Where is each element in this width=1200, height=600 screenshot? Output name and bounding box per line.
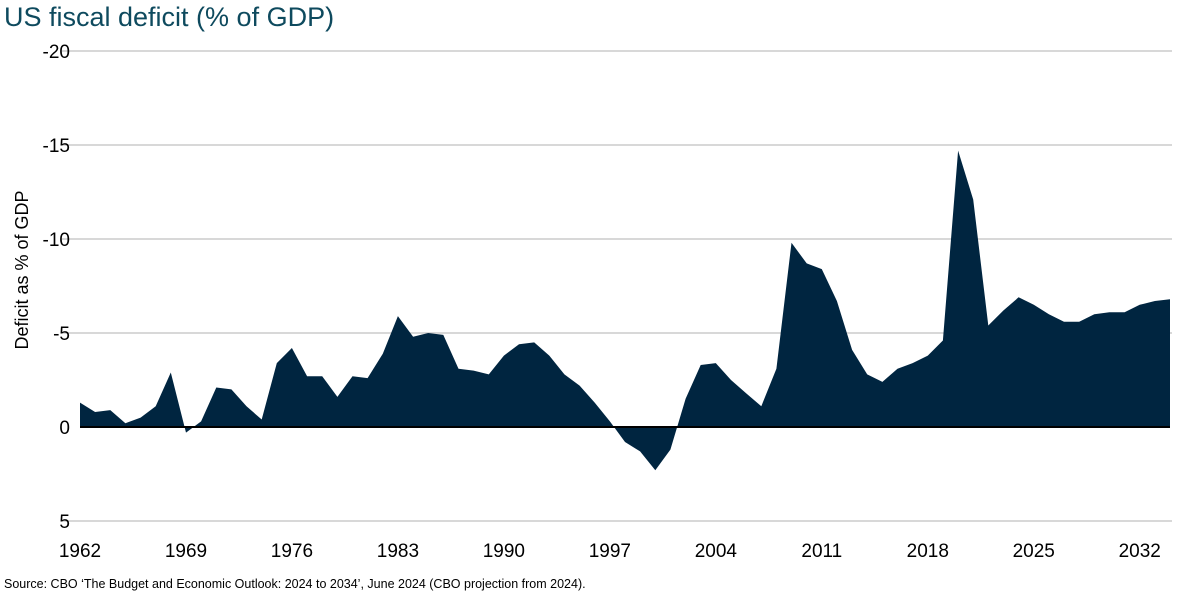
- x-tick-label: 2004: [695, 541, 738, 562]
- x-tick-label: 1990: [483, 541, 525, 562]
- y-axis-label: Deficit as % of GDP: [12, 190, 32, 349]
- y-tick-label: -10: [43, 230, 70, 251]
- y-tick-label: 5: [59, 512, 70, 533]
- x-tick-label: 1997: [589, 541, 631, 562]
- deficit-area: [80, 150, 1170, 471]
- x-tick-label: 1962: [59, 541, 101, 562]
- x-tick-label: 2025: [1013, 541, 1055, 562]
- chart-title: US fiscal deficit (% of GDP): [4, 2, 335, 32]
- x-tick-label: 2032: [1119, 541, 1161, 562]
- source-note: Source: CBO ‘The Budget and Economic Out…: [4, 577, 586, 591]
- x-tick-label: 1976: [271, 541, 313, 562]
- x-tick-label: 2018: [907, 541, 949, 562]
- y-tick-label: -5: [53, 324, 70, 345]
- y-tick-label: 0: [59, 418, 70, 439]
- y-tick-label: -20: [43, 42, 70, 63]
- x-tick-label: 1969: [165, 541, 207, 562]
- x-tick-label: 2011: [801, 541, 842, 562]
- y-tick-label: -15: [43, 136, 70, 157]
- x-tick-label: 1983: [377, 541, 419, 562]
